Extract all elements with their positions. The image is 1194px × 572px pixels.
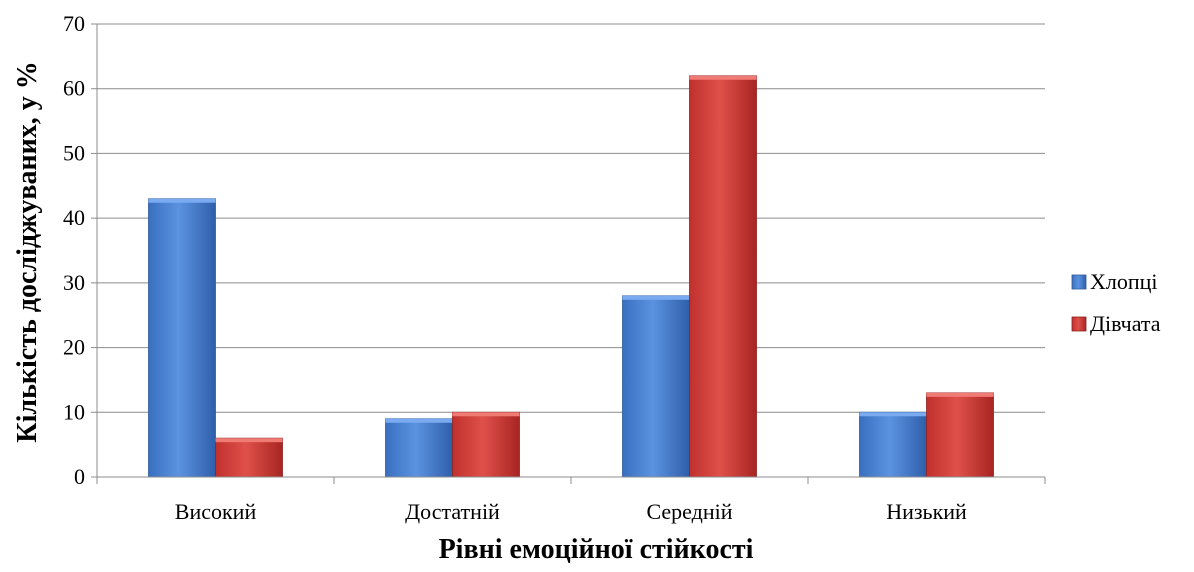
bar-girls xyxy=(689,75,757,478)
bar-top-cap xyxy=(689,75,757,80)
bar-top-cap xyxy=(215,438,283,443)
y-tick-label: 60 xyxy=(63,76,85,101)
bar-top-cap xyxy=(622,295,690,300)
bar-top-cap xyxy=(148,198,216,203)
y-tick-label: 50 xyxy=(63,140,85,165)
bar-boys xyxy=(859,411,927,478)
y-tick-label: 20 xyxy=(63,335,85,360)
bar-top-cap xyxy=(859,412,927,417)
gridlines xyxy=(97,23,1045,413)
bar-top-cap xyxy=(452,412,520,417)
bar-boys xyxy=(148,198,216,478)
legend: Хлопці Дівчата xyxy=(1071,269,1161,336)
legend-label-boys: Хлопці xyxy=(1090,269,1158,294)
bar-boys xyxy=(622,295,690,478)
y-axis-title: Кількість досліджуваних, у % xyxy=(12,61,43,442)
axes xyxy=(91,23,1046,484)
bar-top-cap xyxy=(385,418,453,423)
legend-label-girls: Дівчата xyxy=(1090,311,1161,336)
tick-labels: 0 10 20 30 40 50 60 70 Високий Достатній Середній Н… xyxy=(63,11,967,524)
y-tick-label: 30 xyxy=(63,270,85,295)
x-tick-label: Високий xyxy=(175,499,257,524)
y-tick-label: 40 xyxy=(63,205,85,230)
x-tick-label: Низький xyxy=(886,499,967,524)
y-tick-label: 10 xyxy=(63,399,85,424)
legend-swatch-boys xyxy=(1071,274,1087,290)
bar-girls xyxy=(926,392,994,478)
bar-top-cap xyxy=(926,392,994,397)
bar-girls xyxy=(215,437,283,478)
bars xyxy=(148,75,994,478)
x-tick-label: Достатній xyxy=(405,499,500,524)
legend-swatch-girls xyxy=(1071,316,1087,332)
y-tick-label: 70 xyxy=(63,11,85,36)
bar-girls xyxy=(452,411,520,478)
bar-boys xyxy=(385,418,453,478)
x-tick-label: Середній xyxy=(646,499,732,524)
x-axis-title: Рівні емоційної стійкості xyxy=(439,534,754,565)
y-tick-label: 0 xyxy=(74,464,85,489)
